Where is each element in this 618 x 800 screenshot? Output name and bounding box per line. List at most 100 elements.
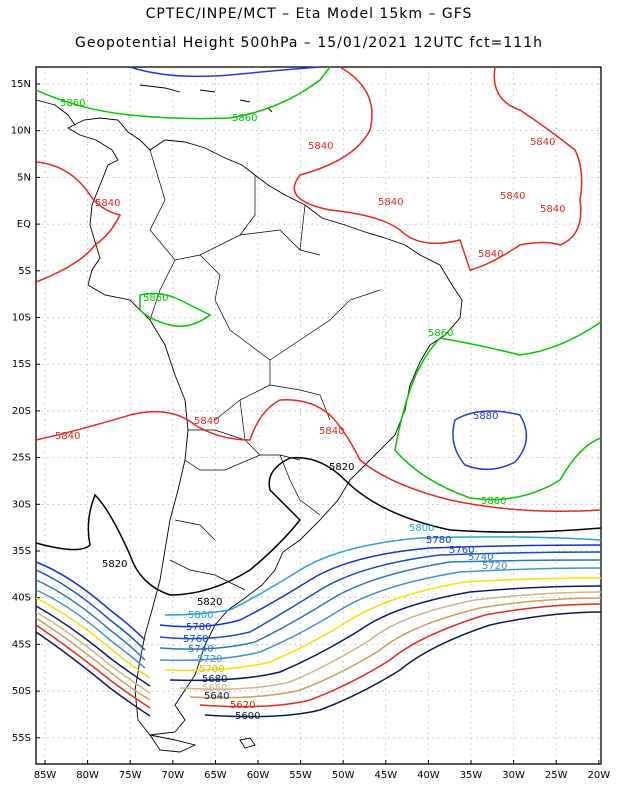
graticule: [36, 67, 601, 764]
contour-label: 5820: [102, 559, 127, 570]
contour-5760-west: [35, 569, 146, 651]
contour-5600: [204, 611, 602, 718]
contour-5880-atlantic: [452, 410, 528, 471]
latitude-tick-label: 5N: [17, 172, 31, 183]
central-america-coast: [35, 99, 76, 126]
contour-5600-west: [35, 631, 151, 717]
contour-5840-central: [35, 399, 602, 512]
contour-label: 5720: [482, 561, 507, 572]
contour-5640-west: [35, 617, 151, 701]
latitude-tick-label: 50S: [12, 686, 31, 697]
longitude-tick-label: 35W: [460, 770, 483, 781]
latitude-tick-label: 25S: [12, 453, 31, 464]
contour-5720-west: [35, 589, 146, 669]
latitude-tick-label: 15N: [11, 79, 31, 90]
contour-5660: [179, 591, 602, 690]
contour-5860-north: [35, 66, 331, 120]
contour-label: 5800: [409, 523, 434, 534]
longitude-tick-label: 45W: [374, 770, 397, 781]
longitude-tick-label: 30W: [502, 770, 525, 781]
geopotential-contours: [35, 66, 602, 718]
contour-5720: [159, 567, 602, 662]
contour-label: 5780: [186, 622, 211, 633]
map-title-line-2: Geopotential Height 500hPa – 15/01/2021 …: [75, 35, 543, 51]
contour-5860-atlantic: [394, 321, 602, 501]
latitude-tick-label: 10N: [11, 126, 31, 137]
contour-5840-north-center: [293, 66, 583, 271]
contour-label: 5720: [197, 654, 222, 665]
contour-5620-west: [35, 624, 151, 709]
contour-label: 5860: [428, 328, 453, 339]
latitude-tick-label: 55S: [12, 733, 31, 744]
longitude-tick-label: 75W: [119, 770, 142, 781]
south-america-coastline: [67, 117, 463, 736]
contour-label: 5820: [197, 597, 222, 608]
country-borders: [149, 149, 381, 591]
longitude-labels: 85W 80W 75W 70W 65W 60W 55W 50W 45W 40W 35W 30W 25W 2…: [34, 770, 611, 781]
contour-label: 5860: [481, 496, 506, 507]
contour-5700: [164, 577, 602, 672]
contour-label: 5780: [426, 535, 451, 546]
contour-5680-west: [35, 605, 151, 687]
contour-5660-west: [35, 611, 151, 694]
contour-5860-amazon: [139, 292, 212, 327]
contour-label: 5840: [478, 249, 503, 260]
contour-5880-north: [129, 66, 321, 78]
tierra-del-fuego: [149, 734, 197, 753]
contour-label: 5840: [95, 198, 120, 209]
contour-label: 5880: [473, 411, 498, 422]
contour-5840-north-west: [35, 161, 122, 283]
contour-5820-central: [35, 456, 602, 596]
falkland-islands: [239, 737, 256, 749]
contour-5780-west: [35, 561, 146, 641]
latitude-tick-label: 20S: [12, 406, 31, 417]
contour-label: 5800: [188, 610, 213, 621]
longitude-tick-label: 25W: [545, 770, 568, 781]
caribbean-islands: [139, 84, 273, 113]
latitude-labels: 15N 10N 5N EQ 5S 10S 15S 20S 25S 30S 35S 40S 45S 50S 5…: [11, 79, 31, 744]
contour-label: 5740: [468, 552, 493, 563]
contour-5640: [189, 597, 602, 699]
longitude-tick-label: 80W: [76, 770, 99, 781]
contour-label: 5840: [194, 416, 219, 427]
longitude-tick-label: 65W: [204, 770, 227, 781]
contour-labels: 5860 5860 5840 5840 5840 5840 5840 5840 …: [55, 98, 565, 722]
contour-label: 5600: [235, 711, 260, 722]
latitude-tick-label: EQ: [17, 219, 31, 230]
latitude-tick-label: 40S: [12, 593, 31, 604]
longitude-tick-label: 70W: [161, 770, 184, 781]
longitude-tick-label: 85W: [34, 770, 57, 781]
longitude-tick-label: 50W: [332, 770, 355, 781]
contour-label: 5840: [378, 197, 403, 208]
contour-label: 5640: [204, 691, 229, 702]
contour-label: 5840: [308, 141, 333, 152]
contour-label: 5760: [449, 545, 474, 556]
latitude-tick-label: 5S: [18, 266, 31, 277]
contour-label: 5760: [183, 634, 208, 645]
latitude-tick-label: 15S: [12, 359, 31, 370]
contour-label: 5840: [500, 191, 525, 202]
continent-outline: [35, 84, 463, 753]
contour-label: 5700: [199, 664, 224, 675]
latitude-tick-label: 35S: [12, 546, 31, 557]
longitude-tick-label: 55W: [289, 770, 312, 781]
contour-label: 5860: [232, 113, 257, 124]
contour-5680: [169, 585, 602, 682]
contour-label: 5660: [202, 683, 227, 694]
contour-5760: [159, 551, 602, 640]
contour-5700-west: [35, 597, 151, 679]
contour-label: 5840: [540, 204, 565, 215]
latitude-tick-label: 10S: [12, 313, 31, 324]
longitude-tick-label: 20W: [587, 770, 610, 781]
map-title-line-1: CPTEC/INPE/MCT – Eta Model 15km – GFS: [145, 6, 473, 22]
longitude-tick-label: 60W: [247, 770, 270, 781]
contour-label: 5840: [55, 431, 80, 442]
latitude-tick-label: 45S: [12, 639, 31, 650]
contour-label: 5820: [329, 462, 354, 473]
contour-5780: [159, 544, 602, 628]
contour-label: 5740: [188, 644, 213, 655]
contour-label: 5840: [530, 137, 555, 148]
contour-label: 5860: [60, 98, 85, 109]
contour-5800: [164, 536, 602, 616]
latitude-tick-label: 30S: [12, 499, 31, 510]
